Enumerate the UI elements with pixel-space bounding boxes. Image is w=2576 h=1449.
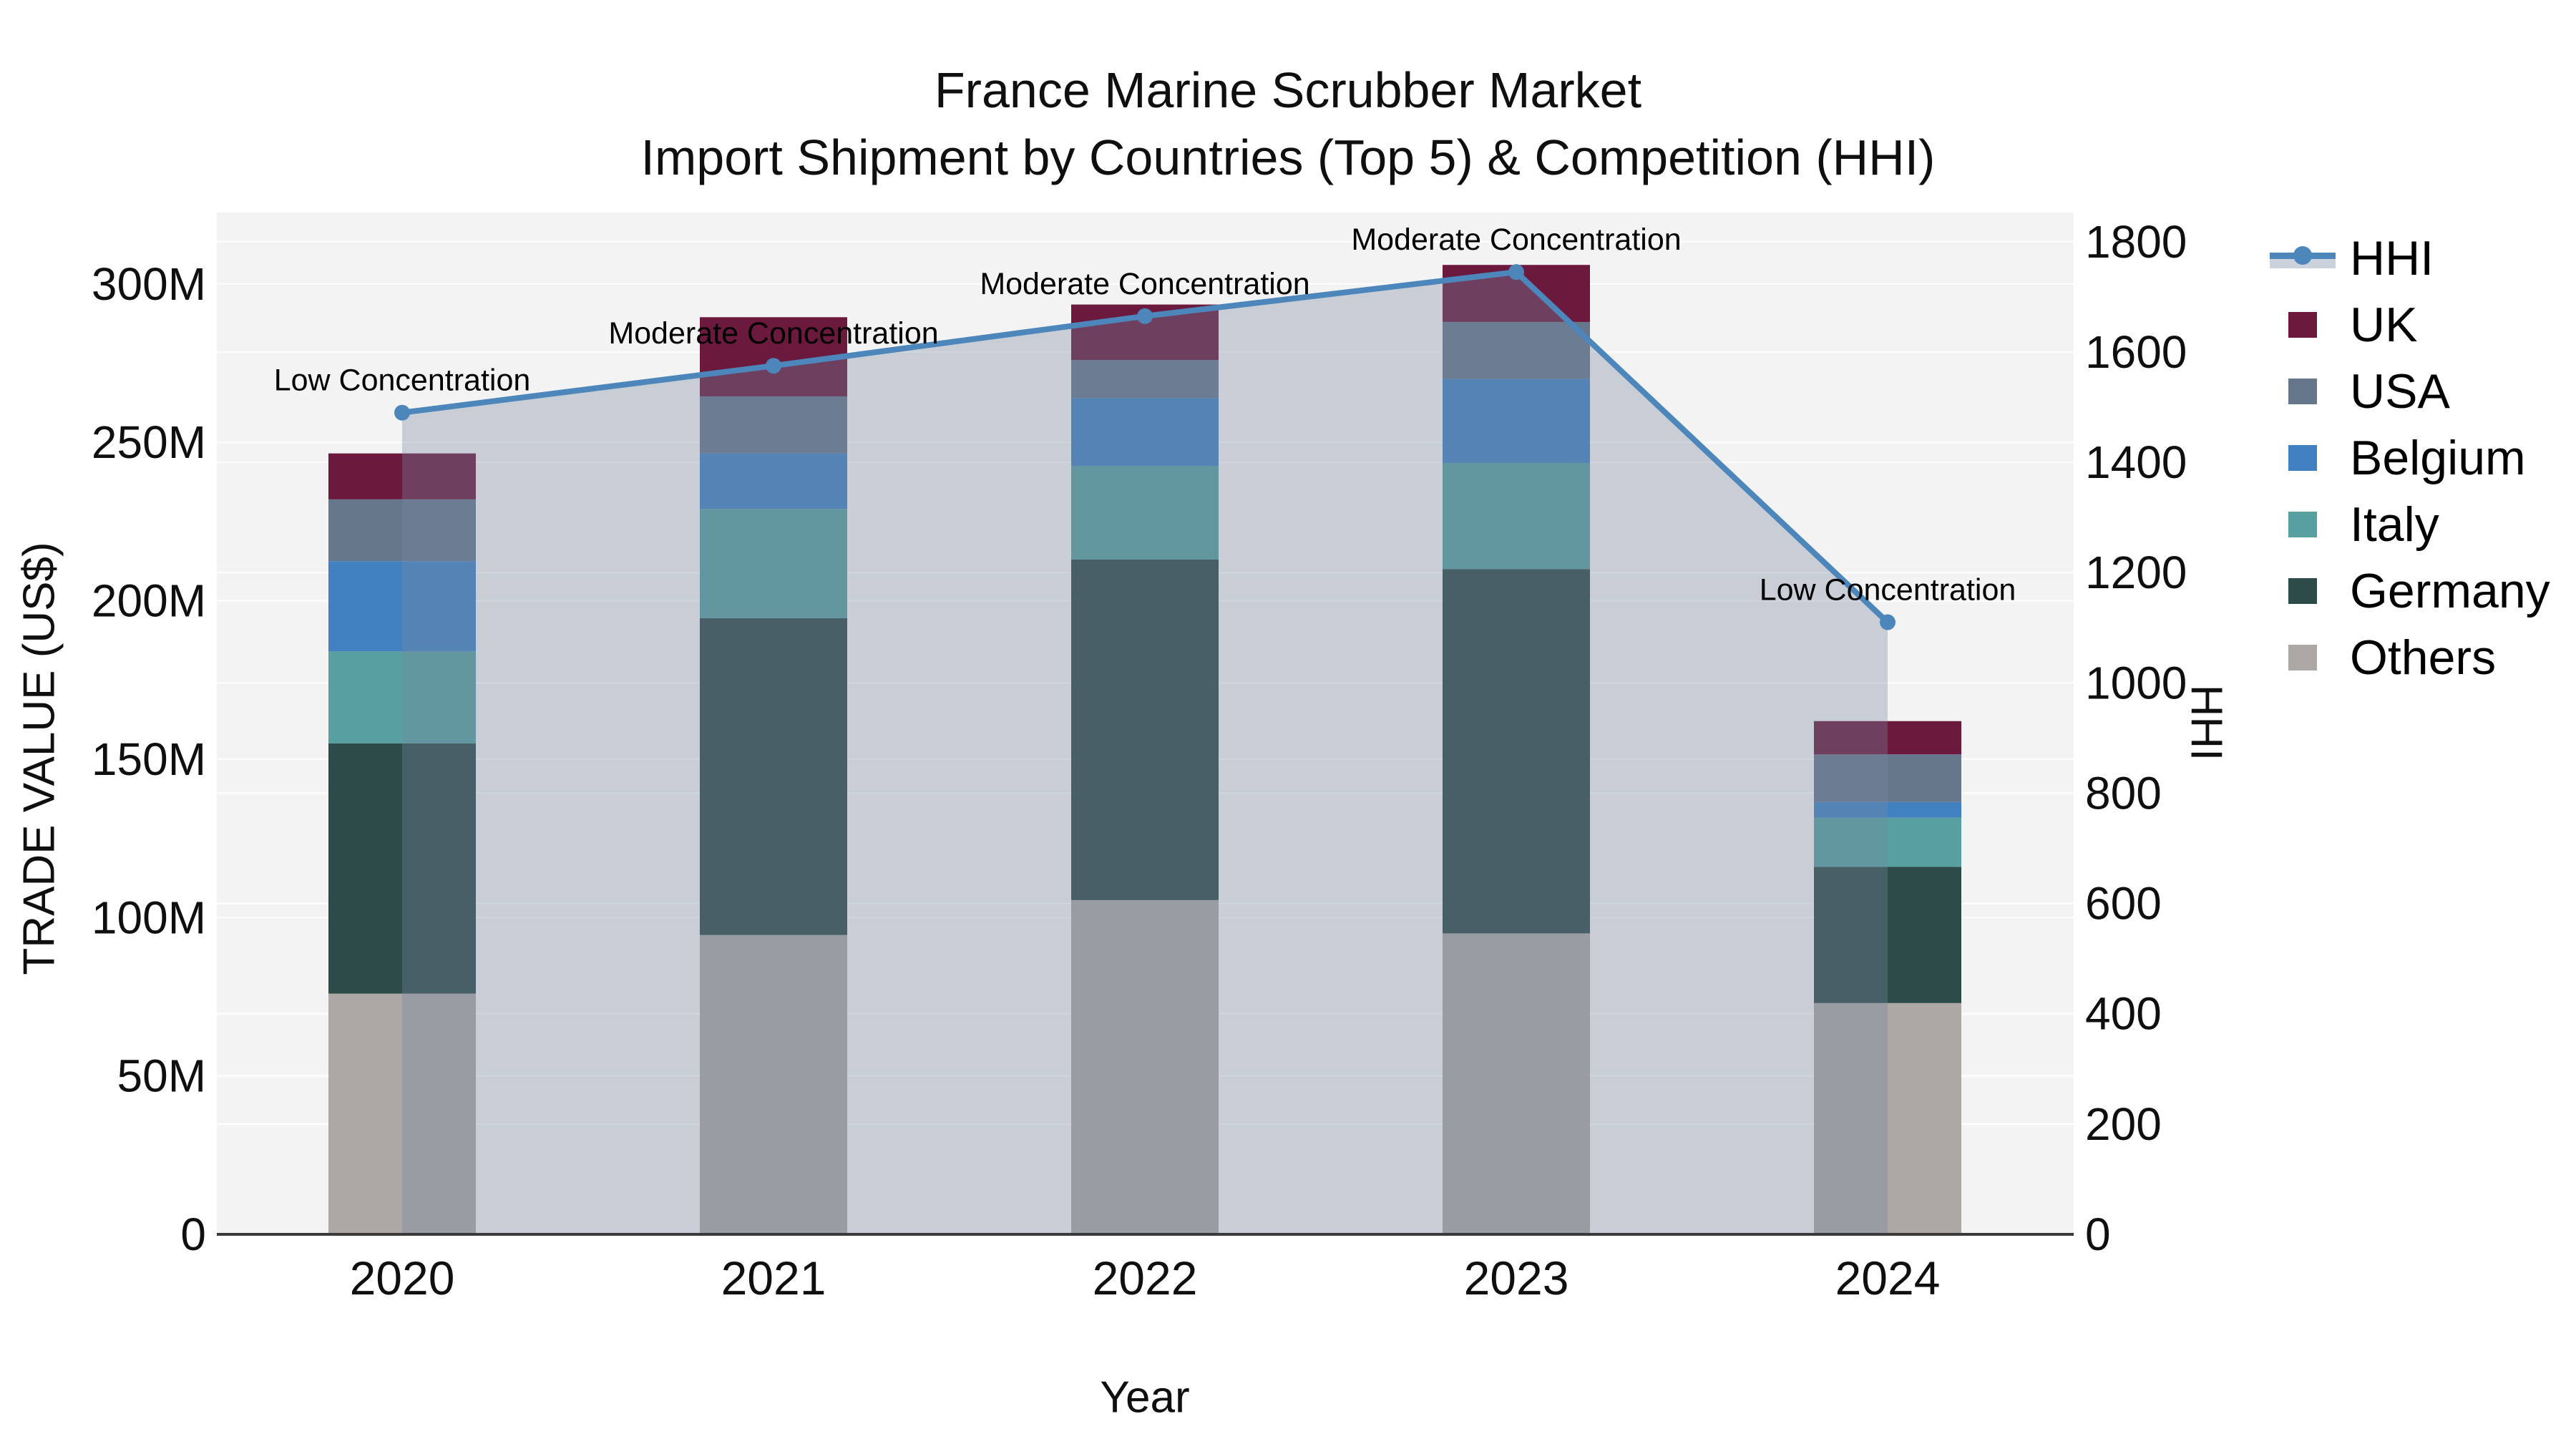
bar-segment-2020-germany [328,743,476,994]
bar-segment-2020-italy [328,651,476,743]
bar-segment-2024-belgium [1814,801,1961,818]
hhi-area [402,272,1888,1235]
legend-item-hhi: HHI [2270,231,2550,286]
hhi-marker-2024 [1880,614,1896,630]
legend-label-hhi: HHI [2350,231,2434,286]
y-right-axis-title: HHI [2181,684,2231,761]
bar-segment-2022-italy [1071,466,1219,560]
x-tick-2021: 2021 [721,1252,826,1304]
bar-segment-2022-belgium [1071,398,1219,467]
x-axis-spine [217,1233,2074,1236]
y-left-axis-title: TRADE VALUE (US$) [14,542,64,975]
y-left-tick-50M: 50M [117,1050,207,1102]
legend-label-uk: UK [2350,298,2418,352]
legend-swatch-icon [2270,444,2336,472]
y-right-tick-1200: 1200 [2085,547,2187,598]
hhi-marker-2021 [766,358,781,374]
y-right-tick-400: 400 [2085,988,2162,1040]
y-left-tick-200M: 200M [92,575,206,627]
legend-swatch-icon [2270,377,2336,406]
y-right-tick-600: 600 [2085,878,2162,930]
chart-title: France Marine Scrubber Market [934,62,1642,118]
bar-segment-2021-italy [700,509,847,618]
y-left-tick-100M: 100M [92,892,206,943]
bar-segment-2023-others [1443,933,1590,1234]
legend-swatch-uk [2288,312,2317,338]
legend-swatch-italy [2288,512,2317,537]
y-right-tick-200: 200 [2085,1098,2162,1150]
legend-label-belgium: Belgium [2350,431,2526,485]
x-tick-2024: 2024 [1835,1252,1941,1304]
y-right-tick-1600: 1600 [2085,326,2187,378]
annotation-2023: Moderate Concentration [1351,223,1681,257]
legend-swatch-germany [2288,578,2317,604]
legend-item-others: Others [2270,630,2550,685]
x-tick-2020: 2020 [350,1252,455,1304]
y-left-tick-0: 0 [180,1209,206,1260]
chart-subtitle: Import Shipment by Countries (Top 5) & C… [640,130,1936,185]
bar-segment-2023-italy [1443,462,1590,570]
y-left-tick-300M: 300M [92,258,206,310]
bar-segment-2021-germany [700,618,847,935]
annotation-2022: Moderate Concentration [980,267,1309,301]
bar-segment-2024-uk [1814,721,1961,755]
annotation-2020: Low Concentration [274,364,531,398]
legend-item-usa: USA [2270,364,2550,419]
bar-segment-2021-usa [700,396,847,454]
bar-segment-2020-others [328,993,476,1234]
legend-swatch-belgium [2288,445,2317,471]
legend-swatch-icon [2270,311,2336,339]
y-right-tick-0: 0 [2085,1209,2111,1260]
y-left-tick-250M: 250M [92,416,206,468]
bar-segment-2021-belgium [700,453,847,509]
legend-item-belgium: Belgium [2270,431,2550,485]
x-tick-2023: 2023 [1464,1252,1569,1304]
legend-swatch-usa [2288,379,2317,404]
legend-swatch-icon [2270,577,2336,605]
hhi-marker-2020 [394,404,410,421]
legend-swatch-icon [2270,643,2336,672]
bar-segment-2024-usa [1814,754,1961,802]
hhi-line-sample-part [2293,246,2312,265]
x-tick-2022: 2022 [1093,1252,1198,1304]
y-right-tick-800: 800 [2085,767,2162,819]
bar-segment-2023-germany [1443,569,1590,934]
legend-label-others: Others [2350,630,2497,685]
legend-label-usa: USA [2350,364,2450,419]
bar-segment-2022-others [1071,899,1219,1234]
hhi-marker-2023 [1508,264,1524,280]
annotation-2024: Low Concentration [1760,573,2016,608]
legend-label-germany: Germany [2350,564,2550,618]
x-axis-title: Year [1100,1372,1190,1423]
bar-segment-2021-others [700,935,847,1234]
legend-item-germany: Germany [2270,564,2550,618]
bar-segment-2020-usa [328,499,476,562]
y-right-tick-1400: 1400 [2085,436,2187,488]
bar-segment-2024-germany [1814,867,1961,1003]
bar-segment-2022-usa [1071,360,1219,399]
bar-segment-2023-usa [1443,321,1590,379]
bar-segment-2023-belgium [1443,379,1590,463]
legend-item-italy: Italy [2270,497,2550,552]
legend-label-italy: Italy [2350,497,2439,552]
annotation-2021: Moderate Concentration [608,316,938,351]
bar-segment-2024-others [1814,1002,1961,1234]
bar-segment-2020-uk [328,453,476,499]
y-right-tick-1000: 1000 [2085,657,2187,708]
hhi-line-sample-icon [2270,244,2336,273]
bar-segment-2022-germany [1071,559,1219,900]
legend-item-uk: UK [2270,298,2550,352]
legend-swatch-icon [2270,510,2336,539]
y-right-tick-1800: 1800 [2085,216,2187,268]
legend: HHI UK USA Belgium Italy Germany Others [2270,231,2550,685]
bar-segment-2020-belgium [328,561,476,652]
y-left-tick-150M: 150M [92,733,206,785]
legend-swatch-others [2288,645,2317,670]
bar-segment-2024-italy [1814,817,1961,867]
hhi-marker-2022 [1137,308,1153,324]
